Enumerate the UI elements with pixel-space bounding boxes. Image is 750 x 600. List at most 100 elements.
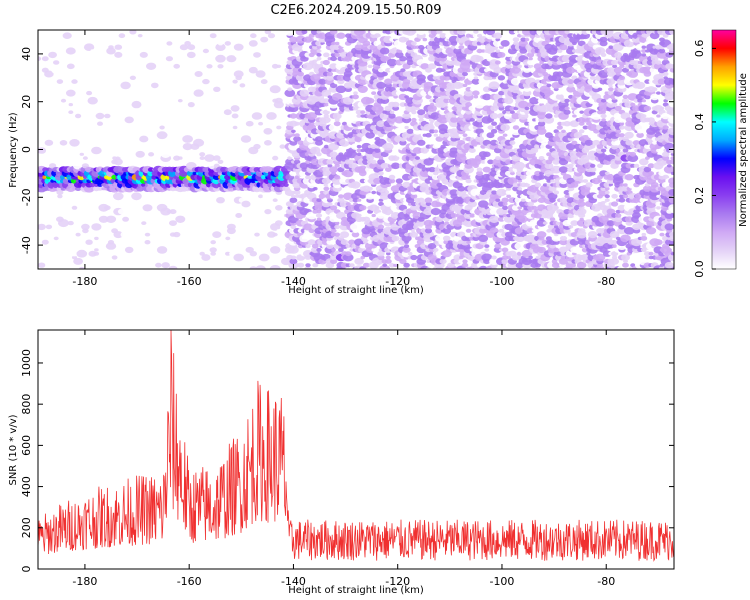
heatmap-cell <box>307 239 316 246</box>
heatmap-cell <box>274 97 283 104</box>
heatmap-cell <box>248 66 258 74</box>
heatmap-cell <box>268 239 275 245</box>
heatmap-cell <box>462 83 468 88</box>
heatmap-cell <box>95 66 105 74</box>
heatmap-cell <box>283 178 289 184</box>
y-tick-label: 40 <box>20 47 33 61</box>
heatmap-cell <box>440 144 446 149</box>
heatmap-cell <box>289 197 298 203</box>
heatmap-cell <box>279 144 286 149</box>
heatmap-cell <box>440 68 446 73</box>
heatmap-cell <box>356 148 362 153</box>
heatmap-cell <box>58 219 69 228</box>
heatmap-cell <box>458 83 465 88</box>
heatmap-cell <box>356 114 362 118</box>
heatmap-cell <box>527 52 535 58</box>
heatmap-cell <box>526 228 535 234</box>
heatmap-cell <box>590 163 596 168</box>
heatmap-cell <box>271 63 279 69</box>
heatmap-cell <box>432 71 440 77</box>
heatmap-cell <box>260 36 269 43</box>
heatmap-cell <box>276 64 282 69</box>
heatmap-cell <box>410 106 418 111</box>
heatmap-cell <box>106 47 116 55</box>
heatmap-cell <box>321 116 331 124</box>
heatmap-cell <box>618 197 626 203</box>
heatmap-cell <box>648 251 654 256</box>
heatmap-cell <box>463 89 474 97</box>
heatmap-cell <box>378 106 384 111</box>
heatmap-cell <box>240 125 245 130</box>
y-tick-label: 20 <box>20 95 33 109</box>
heatmap-cell <box>316 49 322 53</box>
heatmap-cell <box>547 192 558 200</box>
heatmap-cell <box>87 96 98 105</box>
heatmap-cell <box>553 190 560 195</box>
heatmap-cell <box>608 87 614 92</box>
heatmap-cell <box>664 223 674 231</box>
heatmap-cell <box>328 85 339 93</box>
heatmap-cell <box>102 58 113 67</box>
heatmap-cell <box>107 240 115 245</box>
heatmap-cell <box>667 116 674 124</box>
heatmap-cell <box>113 231 124 239</box>
heatmap-cell <box>483 68 490 73</box>
heatmap-cell <box>336 74 346 81</box>
heatmap-cell <box>326 74 334 81</box>
heatmap-cell <box>123 76 128 80</box>
heatmap-cell <box>348 60 355 65</box>
heatmap-cell <box>322 59 330 66</box>
heatmap-cell <box>345 244 351 249</box>
heatmap-cell <box>567 163 574 168</box>
x-tick-label: -100 <box>489 275 514 288</box>
heatmap-cell <box>476 48 483 54</box>
heatmap-cell <box>523 67 531 73</box>
heatmap-cell <box>600 148 607 153</box>
heatmap-cell <box>245 120 254 127</box>
heatmap-cell <box>512 125 520 130</box>
heatmap-cell <box>379 265 391 269</box>
heatmap-cell <box>467 200 477 208</box>
heatmap-cell <box>399 56 407 62</box>
heatmap-cell <box>450 213 458 218</box>
heatmap-cell <box>482 93 492 101</box>
snr-y-label: SNR (10 * v/v) <box>8 414 19 485</box>
heatmap-cell <box>480 144 487 149</box>
heatmap-cell <box>522 30 532 36</box>
heatmap-cell <box>367 53 373 57</box>
heatmap-cell <box>329 63 338 70</box>
heatmap-cell <box>391 155 400 161</box>
heatmap-cell <box>416 139 426 146</box>
heatmap-cell <box>124 116 134 124</box>
heatmap-cell <box>359 30 366 35</box>
heatmap-cell <box>103 205 111 211</box>
heatmap-cell <box>335 85 347 94</box>
heatmap-cell <box>316 45 322 49</box>
colorbar-label: Normalized spectral amplitude <box>738 73 749 227</box>
heatmap-cell <box>95 112 105 120</box>
heatmap-cell <box>255 70 266 78</box>
heatmap-cell <box>500 40 510 47</box>
heatmap-cell <box>71 205 78 210</box>
heatmap-cell <box>165 71 173 77</box>
heatmap-cell <box>512 37 520 42</box>
heatmap-cell <box>475 55 484 62</box>
heatmap-cell <box>263 128 273 135</box>
heatmap-cell <box>161 193 170 200</box>
heatmap-cell <box>490 139 499 146</box>
heatmap-cell <box>220 166 229 173</box>
heatmap-cell <box>66 185 76 192</box>
heatmap-cell <box>468 148 476 153</box>
heatmap-cell <box>461 262 469 268</box>
heatmap-cell <box>41 239 49 245</box>
heatmap-cell <box>323 144 329 149</box>
heatmap-cell <box>483 193 491 199</box>
colorbar-tick-label: 0.0 <box>693 260 706 278</box>
heatmap-cell <box>513 30 519 34</box>
heatmap-cell <box>377 251 385 257</box>
y-tick-label: 1000 <box>20 349 33 377</box>
heatmap-cell <box>343 192 354 201</box>
heatmap-cell <box>407 251 413 256</box>
heatmap-cell <box>217 41 224 46</box>
